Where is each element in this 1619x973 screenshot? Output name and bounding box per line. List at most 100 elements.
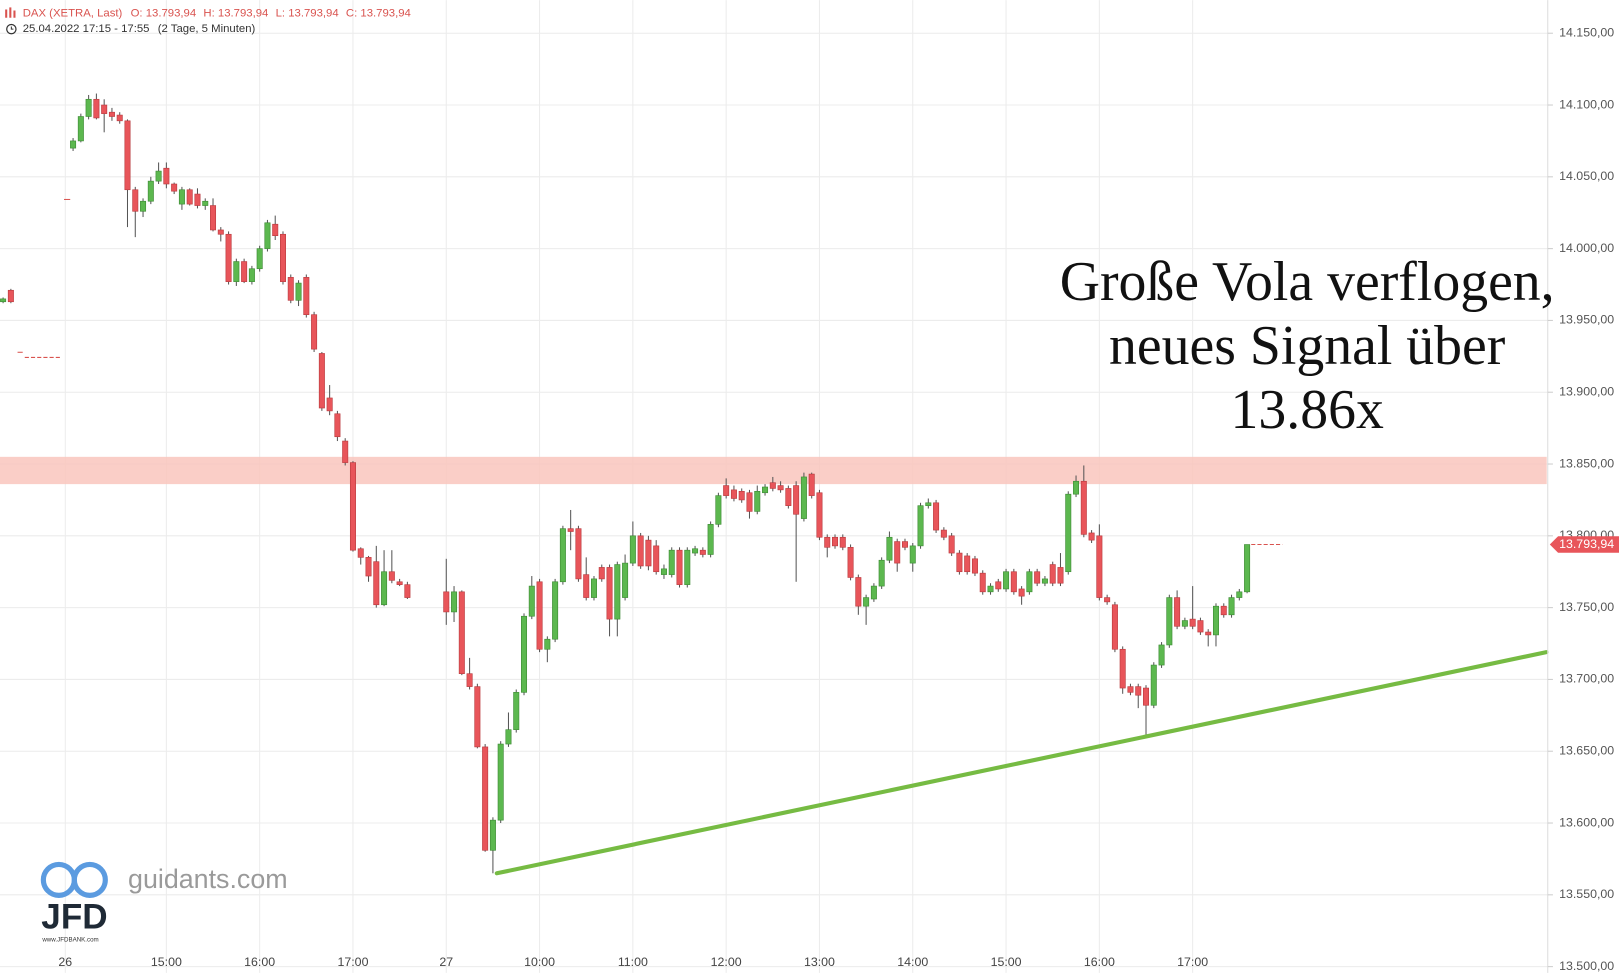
candle-down [1057,567,1064,584]
candle-down [1189,618,1196,627]
clock-icon [10,26,14,30]
x-tick-label: 16:00 [244,955,275,969]
watermark: guidants.com JFD www.JFDBANK.com [40,861,288,943]
x-tick-label: 16:00 [1084,955,1115,969]
candle-down [217,229,224,235]
price-tag [1549,536,1619,553]
candle-down [933,502,940,531]
candle-down [637,535,644,567]
candle-up [660,568,667,575]
candle-down [311,314,318,350]
y-tick-label: 14.100,00 [1559,97,1614,111]
candle-down [948,535,955,554]
x-tick-label: 13:00 [804,955,835,969]
candle-down [326,397,333,412]
candle-down [847,547,854,578]
candle-down [1220,605,1227,616]
candle-down [1197,620,1204,633]
candle-up [528,585,535,617]
candle-up [925,502,932,506]
candle-down [318,353,325,409]
candle-down [7,289,14,303]
candle-up [85,98,92,117]
candle-up [590,578,597,598]
candle-down [108,111,115,117]
icon [13,10,16,18]
candle-down [1104,597,1111,603]
candle-down [777,485,784,491]
candle-down [901,541,908,548]
candle-up [451,591,458,613]
candle-up [544,638,551,650]
clock-icon [6,23,17,35]
candle-up [1065,493,1072,573]
candle-up [715,495,722,525]
annotation: Große Vola verflogen, [1060,251,1555,313]
candle-down [287,277,294,301]
candle-down [171,183,178,192]
logo-ring [71,861,108,898]
y-tick-label: 13.850,00 [1559,456,1614,470]
y-tick-label: 14.050,00 [1559,169,1614,183]
x-tick-label: 12:00 [711,955,742,969]
candle-down [357,548,364,558]
resistance-zone [0,456,1547,485]
x-tick-label: 14:00 [897,955,928,969]
candle-down [116,114,123,122]
candle-down [365,557,372,577]
candle-down [163,167,170,185]
icon [5,9,8,18]
price-tag-label: 13.793,94 [1559,537,1614,551]
candle-up [629,535,636,564]
candle-up [692,548,699,554]
ohlc-value: O: 13.793,94 [131,8,197,20]
candle-up [987,585,994,593]
candle-up [762,486,769,494]
candle-up [140,200,147,212]
candle-down [653,545,660,573]
y-axis: 13.500,00 13.550,00 13.600,00 13.650,00 13.7… [58,25,1619,973]
candle-up [668,549,675,575]
candle-down [676,549,683,585]
watermark-logo: JFD [41,897,107,936]
candle-down [1080,480,1087,535]
watermark-site: guidants.com [128,864,288,894]
candle-up [147,180,154,202]
candle-up [497,743,504,821]
candle-down [396,581,403,585]
candle-down [1143,687,1150,706]
candle-down [1174,597,1181,627]
candle-up [1073,480,1080,495]
y-tick-label: 13.650,00 [1559,743,1614,757]
candle-down [443,591,450,613]
candle-up [754,490,761,512]
y-tick-label: 13.700,00 [1559,672,1614,686]
icon [9,7,12,18]
y-tick-label: 13.750,00 [1559,600,1614,614]
x-tick-label: 15:00 [991,955,1022,969]
candle-down [124,120,131,191]
candle-down [785,488,792,506]
candle-down [769,482,776,489]
candle-down [824,536,831,548]
candle-up [552,581,559,640]
x-tick-label: 26 [58,955,72,969]
x-tick-label: 17:00 [1177,955,1208,969]
candle-down [1010,571,1017,593]
candle-up [1026,571,1033,593]
candle-up [559,528,566,583]
candle-down [280,233,286,282]
candle-up [1236,591,1243,598]
instrument: DAX (XETRA, Last) [23,8,123,20]
ohlc-value: L: 13.793,94 [276,8,339,20]
ohlc-value: C: 13.793,94 [346,8,411,20]
candle-up [1166,597,1173,646]
candle-up [248,268,255,282]
annotation: 13.86x [1231,379,1384,441]
candle-up [178,189,185,205]
candle-down [1205,631,1212,636]
candle-up [155,170,162,182]
x-tick-label: 27 [439,955,453,969]
candle-up [707,524,714,555]
candle-down [272,223,279,237]
